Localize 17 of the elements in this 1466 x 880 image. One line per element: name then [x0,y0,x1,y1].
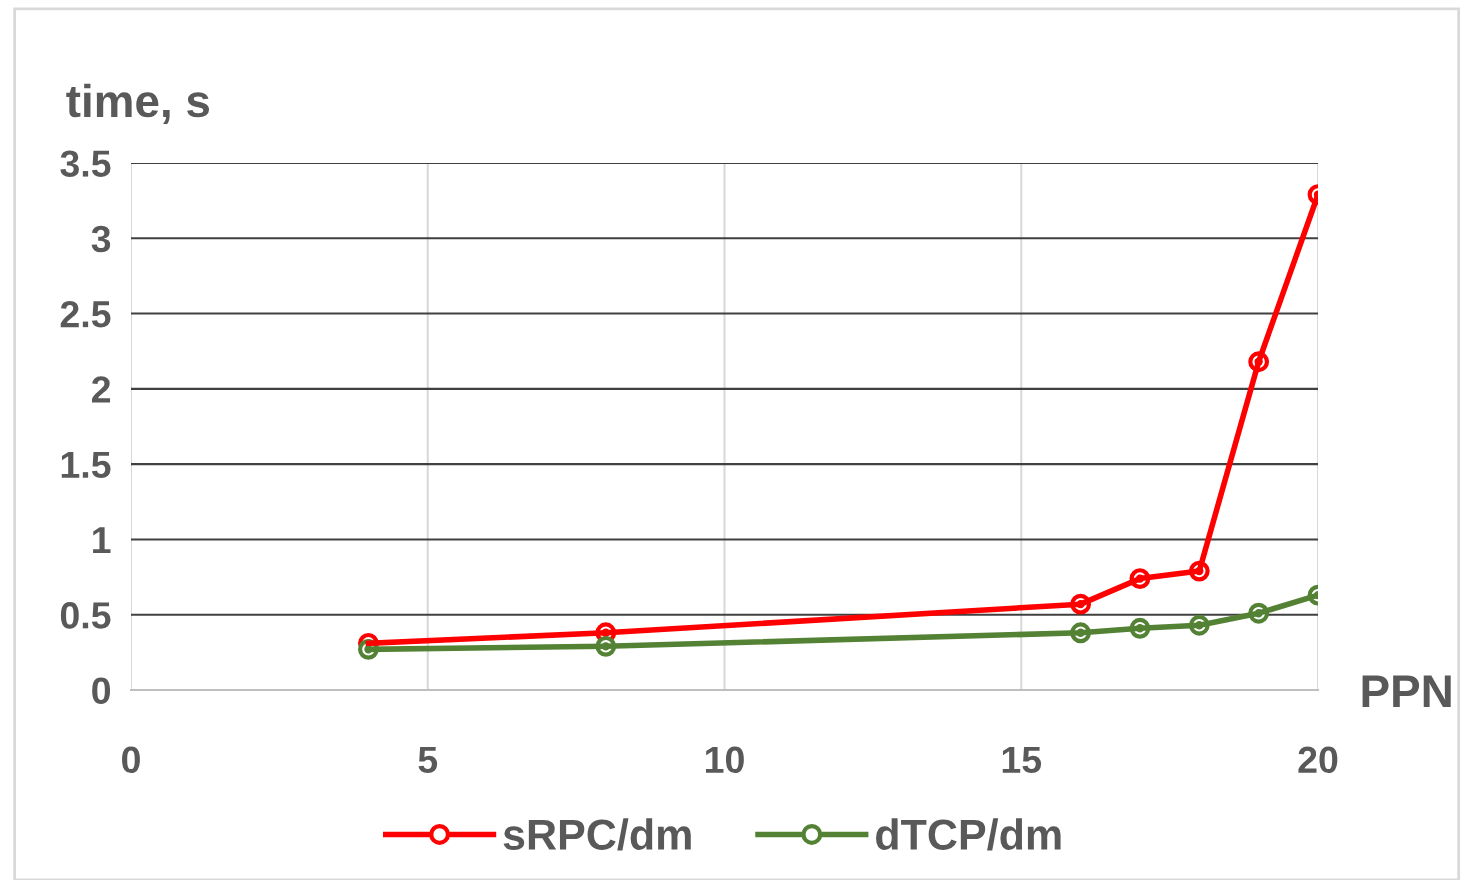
y-tick-label: 3 [91,225,111,253]
y-tick-label: 3.5 [60,150,111,178]
y-tick-label: 2.5 [60,300,111,328]
legend-label: dTCP/dm [876,818,1061,851]
legend-label: sRPC/dm [503,818,691,851]
y-tick-label: 1.5 [61,451,111,479]
x-axis-title: PPN [1362,675,1451,708]
x-tick-label: 20 [1298,746,1338,774]
y-axis-title: time, s [66,83,210,124]
y-tick-label: 0 [92,677,111,704]
x-tick-label: 15 [1002,746,1042,774]
y-tick-label: 2 [92,376,111,403]
x-tick-label: 10 [706,746,744,774]
x-tick-label: 5 [418,746,438,774]
x-tick-label: 0 [122,746,140,774]
y-tick-label: 0.5 [60,602,111,629]
y-tick-label: 1 [93,527,111,554]
